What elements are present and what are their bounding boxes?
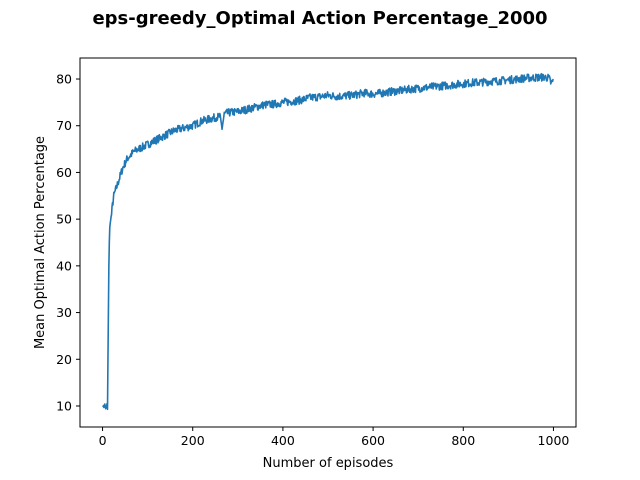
- y-tick-label: 40: [56, 258, 72, 273]
- y-tick-label: 50: [56, 212, 72, 227]
- x-tick-label: 800: [451, 433, 475, 448]
- y-tick-label: 20: [56, 352, 72, 367]
- y-tick-label: 10: [56, 398, 72, 413]
- x-tick-label: 1000: [538, 433, 570, 448]
- y-tick-label: 30: [56, 305, 72, 320]
- x-tick-label: 400: [271, 433, 295, 448]
- x-tick-label: 200: [181, 433, 205, 448]
- y-axis-label: Mean Optimal Action Percentage: [33, 136, 48, 349]
- y-tick-label: 80: [56, 72, 72, 87]
- x-axis-label: Number of episodes: [263, 456, 394, 471]
- x-tick-label: 600: [361, 433, 385, 448]
- tick-group: 0 200 400 600 800 1000 10 20 30 40 50 60 70 80: [56, 72, 569, 448]
- y-tick-label: 60: [56, 165, 72, 180]
- x-tick-label: 0: [99, 433, 107, 448]
- series-line: [102, 72, 554, 411]
- axes-frame: [79, 57, 577, 428]
- y-tick-label: 70: [56, 118, 72, 133]
- chart-title: eps-greedy_Optimal Action Percentage_200…: [92, 8, 547, 29]
- plot-area: [102, 72, 554, 411]
